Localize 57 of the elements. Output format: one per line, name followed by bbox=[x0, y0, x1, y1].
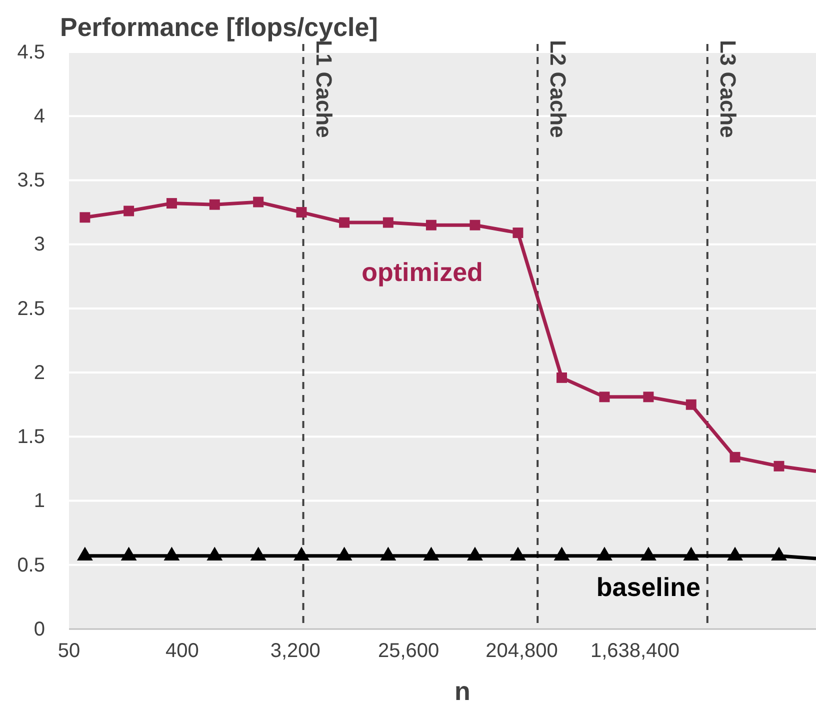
point bbox=[164, 546, 180, 561]
y-tick-label: 3.5 bbox=[17, 170, 45, 192]
y-tick-label: 2 bbox=[34, 362, 45, 384]
y-tick-label: 3 bbox=[34, 234, 45, 256]
x-tick-label: 3,200 bbox=[270, 640, 320, 662]
point bbox=[296, 207, 307, 218]
point bbox=[124, 206, 134, 216]
point bbox=[120, 546, 137, 561]
point bbox=[382, 217, 394, 228]
y-tick-label: 1.5 bbox=[17, 426, 45, 448]
point bbox=[510, 546, 526, 561]
point bbox=[80, 212, 90, 223]
point bbox=[512, 228, 524, 238]
point bbox=[640, 546, 656, 561]
x-tick-label: 50 bbox=[58, 640, 80, 662]
point bbox=[253, 196, 264, 208]
point bbox=[686, 399, 696, 410]
point bbox=[683, 546, 700, 561]
y-tick-label: 4.5 bbox=[17, 41, 45, 64]
point bbox=[774, 460, 784, 472]
x-axis-title: n bbox=[454, 676, 470, 706]
y-tick-label: 0 bbox=[34, 618, 45, 640]
point bbox=[336, 546, 352, 561]
x-tick-label: 204,800 bbox=[486, 640, 558, 662]
point bbox=[556, 372, 567, 383]
series-label: baseline bbox=[596, 572, 700, 602]
x-tick-label: 1,638,400 bbox=[590, 640, 680, 662]
point bbox=[76, 546, 93, 561]
point bbox=[771, 546, 787, 561]
point bbox=[166, 198, 177, 209]
x-tick-label: 25,600 bbox=[378, 640, 440, 662]
point bbox=[426, 220, 436, 230]
point bbox=[423, 546, 440, 561]
x-tick-label: 400 bbox=[166, 640, 199, 662]
point bbox=[727, 546, 743, 561]
point bbox=[339, 217, 350, 228]
point bbox=[596, 546, 612, 561]
y-tick-label: 4 bbox=[34, 106, 45, 128]
y-tick-label: 0.5 bbox=[17, 554, 45, 576]
y-tick-label: 2.5 bbox=[17, 298, 45, 320]
series-label: optimized bbox=[362, 257, 483, 288]
point bbox=[250, 546, 266, 561]
chart-title: Performance [flops/cycle] bbox=[60, 12, 378, 42]
ref-line-label: L2 Cache bbox=[546, 40, 571, 138]
point bbox=[380, 546, 396, 561]
point bbox=[554, 546, 570, 561]
point bbox=[599, 392, 610, 402]
point bbox=[643, 392, 654, 402]
ref-line-label: L1 Cache bbox=[311, 40, 336, 138]
point bbox=[206, 546, 223, 561]
point bbox=[209, 199, 220, 210]
point bbox=[730, 452, 740, 462]
y-tick-label: 1 bbox=[34, 490, 45, 512]
point bbox=[294, 546, 310, 561]
point bbox=[467, 546, 483, 561]
point bbox=[470, 220, 480, 230]
ref-line-label: L3 Cache bbox=[715, 40, 740, 138]
